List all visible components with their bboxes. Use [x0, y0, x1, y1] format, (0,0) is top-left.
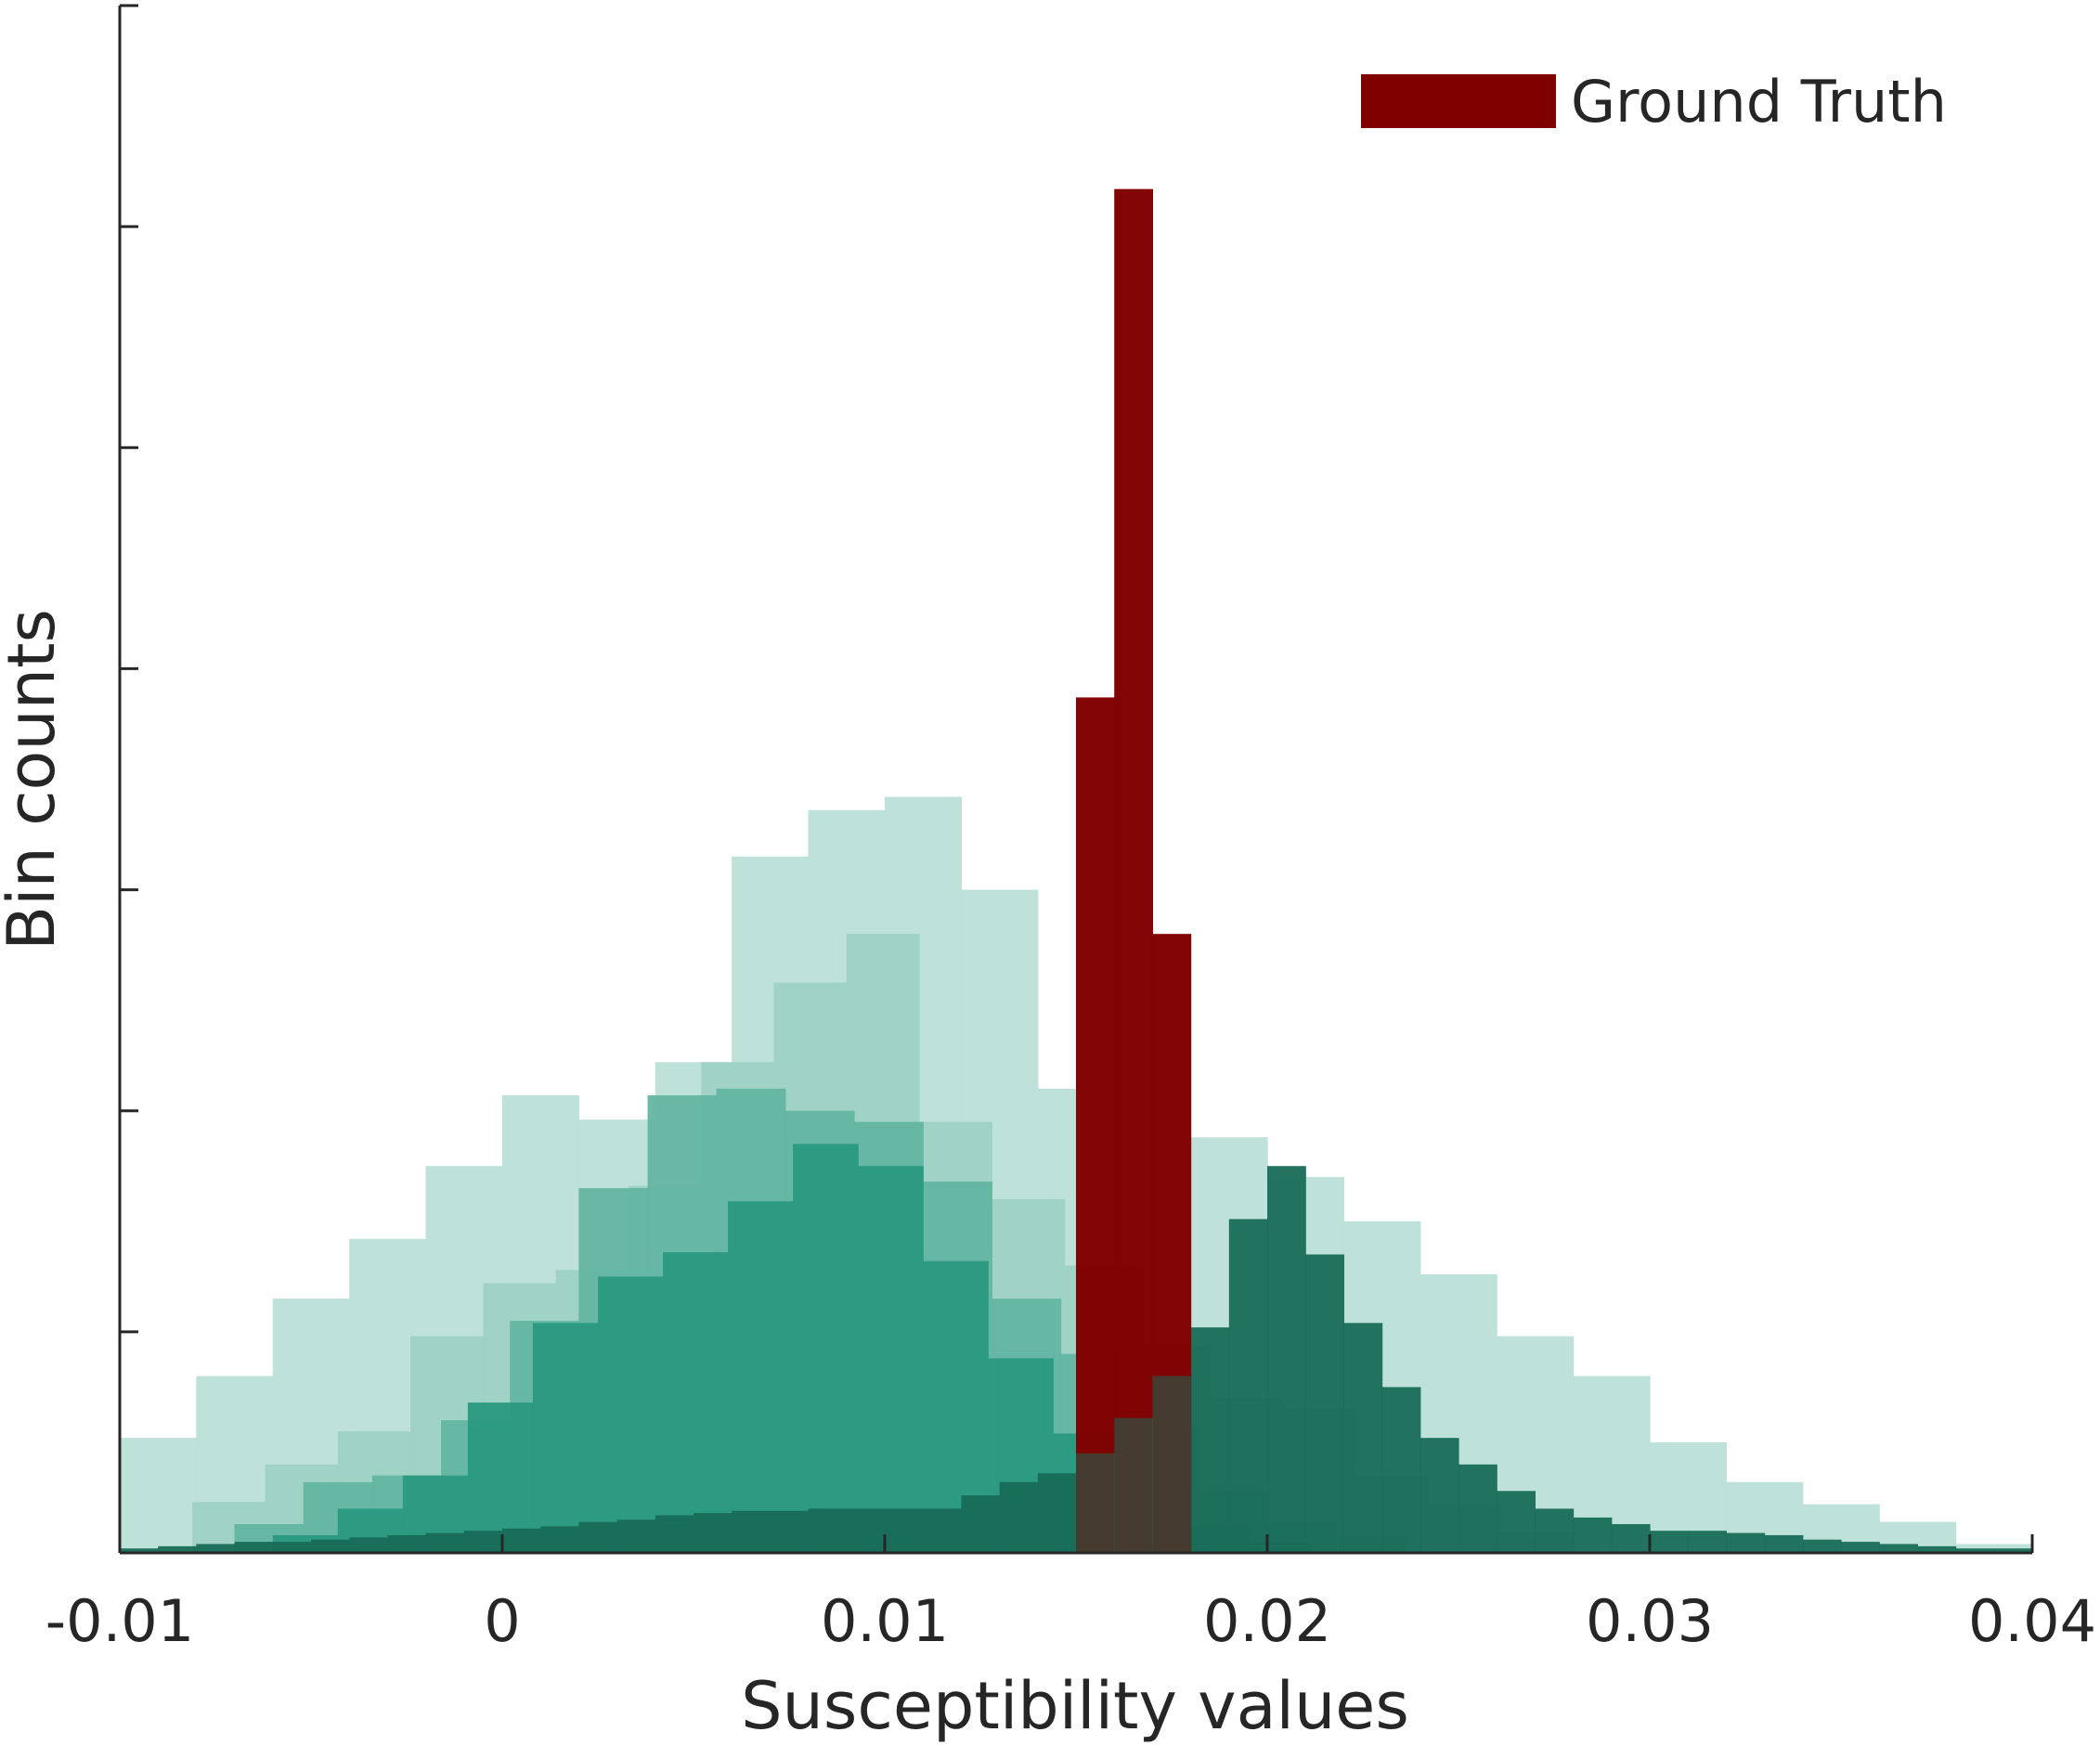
x-tick-labels: -0.01 0 0.01 0.02 0.03 0.04: [45, 1587, 2096, 1655]
overlap-bar: [1114, 1417, 1153, 1553]
histogram-bar-layer-5: [425, 1532, 465, 1553]
histogram-bar-layer-5: [1993, 1548, 2033, 1553]
ground-truth-bar: [1114, 188, 1153, 1553]
histogram-bar-layer-5: [1879, 1544, 1918, 1553]
histogram-bar-layer-5: [1955, 1548, 1995, 1553]
histogram-bar-layer-5: [387, 1534, 427, 1553]
histogram-bar-layer-5: [578, 1521, 618, 1553]
histogram-bar-layer-5: [846, 1508, 886, 1553]
histogram-bar-layer-5: [1802, 1539, 1842, 1553]
histogram-bar-layer-5: [1343, 1323, 1383, 1553]
histogram-bar-layer-5: [120, 1548, 159, 1553]
ground-truth-bars: [1076, 188, 1192, 1553]
histogram-bar-layer-5: [999, 1481, 1039, 1553]
histogram-bar-layer-5: [923, 1508, 962, 1553]
histogram-bar-layer-5: [272, 1542, 312, 1553]
histogram-bar-layer-5: [1573, 1517, 1613, 1553]
histogram-bar-layer-5: [1497, 1491, 1536, 1553]
histogram-bar-layer-5: [311, 1539, 350, 1553]
x-tick-label: 0.04: [1968, 1587, 2096, 1655]
histogram-bar-layer-4: [467, 1402, 534, 1553]
histogram-bar-layer-5: [1458, 1464, 1497, 1553]
histogram-bar-layer-5: [1305, 1254, 1344, 1553]
histogram-bar-layer-5: [1841, 1542, 1880, 1553]
histogram-bar-layer-4: [532, 1323, 599, 1553]
histogram-bar-layer-5: [694, 1513, 732, 1553]
overlap-bar: [1152, 1376, 1192, 1553]
overlap-bar: [1076, 1453, 1115, 1553]
x-tick-label: 0.03: [1586, 1587, 1714, 1655]
histogram-bar-layer-5: [770, 1510, 810, 1553]
histogram-bar-layer-5: [1381, 1387, 1421, 1553]
legend-swatch-ground-truth: [1361, 74, 1556, 128]
histogram-bar-layer-4: [858, 1166, 924, 1553]
legend-label-ground-truth: Ground Truth: [1571, 68, 1947, 136]
histogram-bar-layer-5: [616, 1519, 656, 1553]
histogram-bar-layer-1: [120, 1438, 197, 1553]
histogram-bar-layer-5: [349, 1537, 388, 1553]
histogram-bar-layer-5: [1726, 1532, 1766, 1553]
x-tick-label: 0.01: [821, 1587, 949, 1655]
histogram-bar-layer-5: [158, 1545, 197, 1553]
histogram-bar-layer-5: [885, 1508, 924, 1553]
histogram-bar-layer-5: [732, 1510, 771, 1553]
histogram-bar-layer-4: [793, 1144, 859, 1553]
histogram-bar-layer-5: [1267, 1166, 1306, 1553]
histogram-bar-layer-5: [1228, 1219, 1268, 1553]
histogram-bar-layer-5: [1650, 1531, 1689, 1553]
x-tick-label: 0: [484, 1587, 520, 1655]
y-axis-label: Bin counts: [0, 609, 70, 950]
histogram-bar-layer-5: [234, 1542, 274, 1553]
histogram-bar-layer-5: [1611, 1524, 1651, 1553]
histogram-bar-layer-5: [540, 1526, 579, 1553]
histogram-bars: [120, 796, 2033, 1553]
histogram-bar-layer-5: [1535, 1508, 1575, 1553]
histogram-bar-layer-5: [463, 1531, 503, 1553]
histogram-bar-layer-4: [663, 1252, 729, 1553]
x-tick-label: 0.02: [1203, 1587, 1331, 1655]
histogram-bar-layer-5: [961, 1495, 1001, 1553]
legend: Ground Truth: [1361, 68, 1947, 136]
x-tick-label: -0.01: [45, 1587, 194, 1655]
x-axis-label: Susceptibility values: [741, 1668, 1409, 1744]
histogram-bar-layer-5: [1190, 1327, 1230, 1553]
histogram-bar-layer-5: [655, 1515, 694, 1553]
histogram-bar-layer-5: [196, 1544, 236, 1553]
histogram-bar-layer-5: [502, 1528, 541, 1553]
histogram-bar-layer-4: [598, 1276, 664, 1553]
histogram-bar-layer-5: [1764, 1534, 1804, 1553]
histogram-bar-layer-5: [1917, 1545, 1957, 1553]
histogram-bar-layer-5: [1037, 1473, 1077, 1553]
histogram-bar-layer-5: [1688, 1531, 1727, 1553]
histogram-bar-layer-4: [728, 1201, 794, 1553]
histogram-bar-layer-5: [808, 1508, 848, 1553]
axes: [118, 4, 2034, 1555]
histogram-bar-layer-1: [1955, 1544, 2033, 1553]
ground-truth-bar: [1076, 697, 1115, 1553]
histogram-bar-layer-5: [1419, 1438, 1459, 1553]
